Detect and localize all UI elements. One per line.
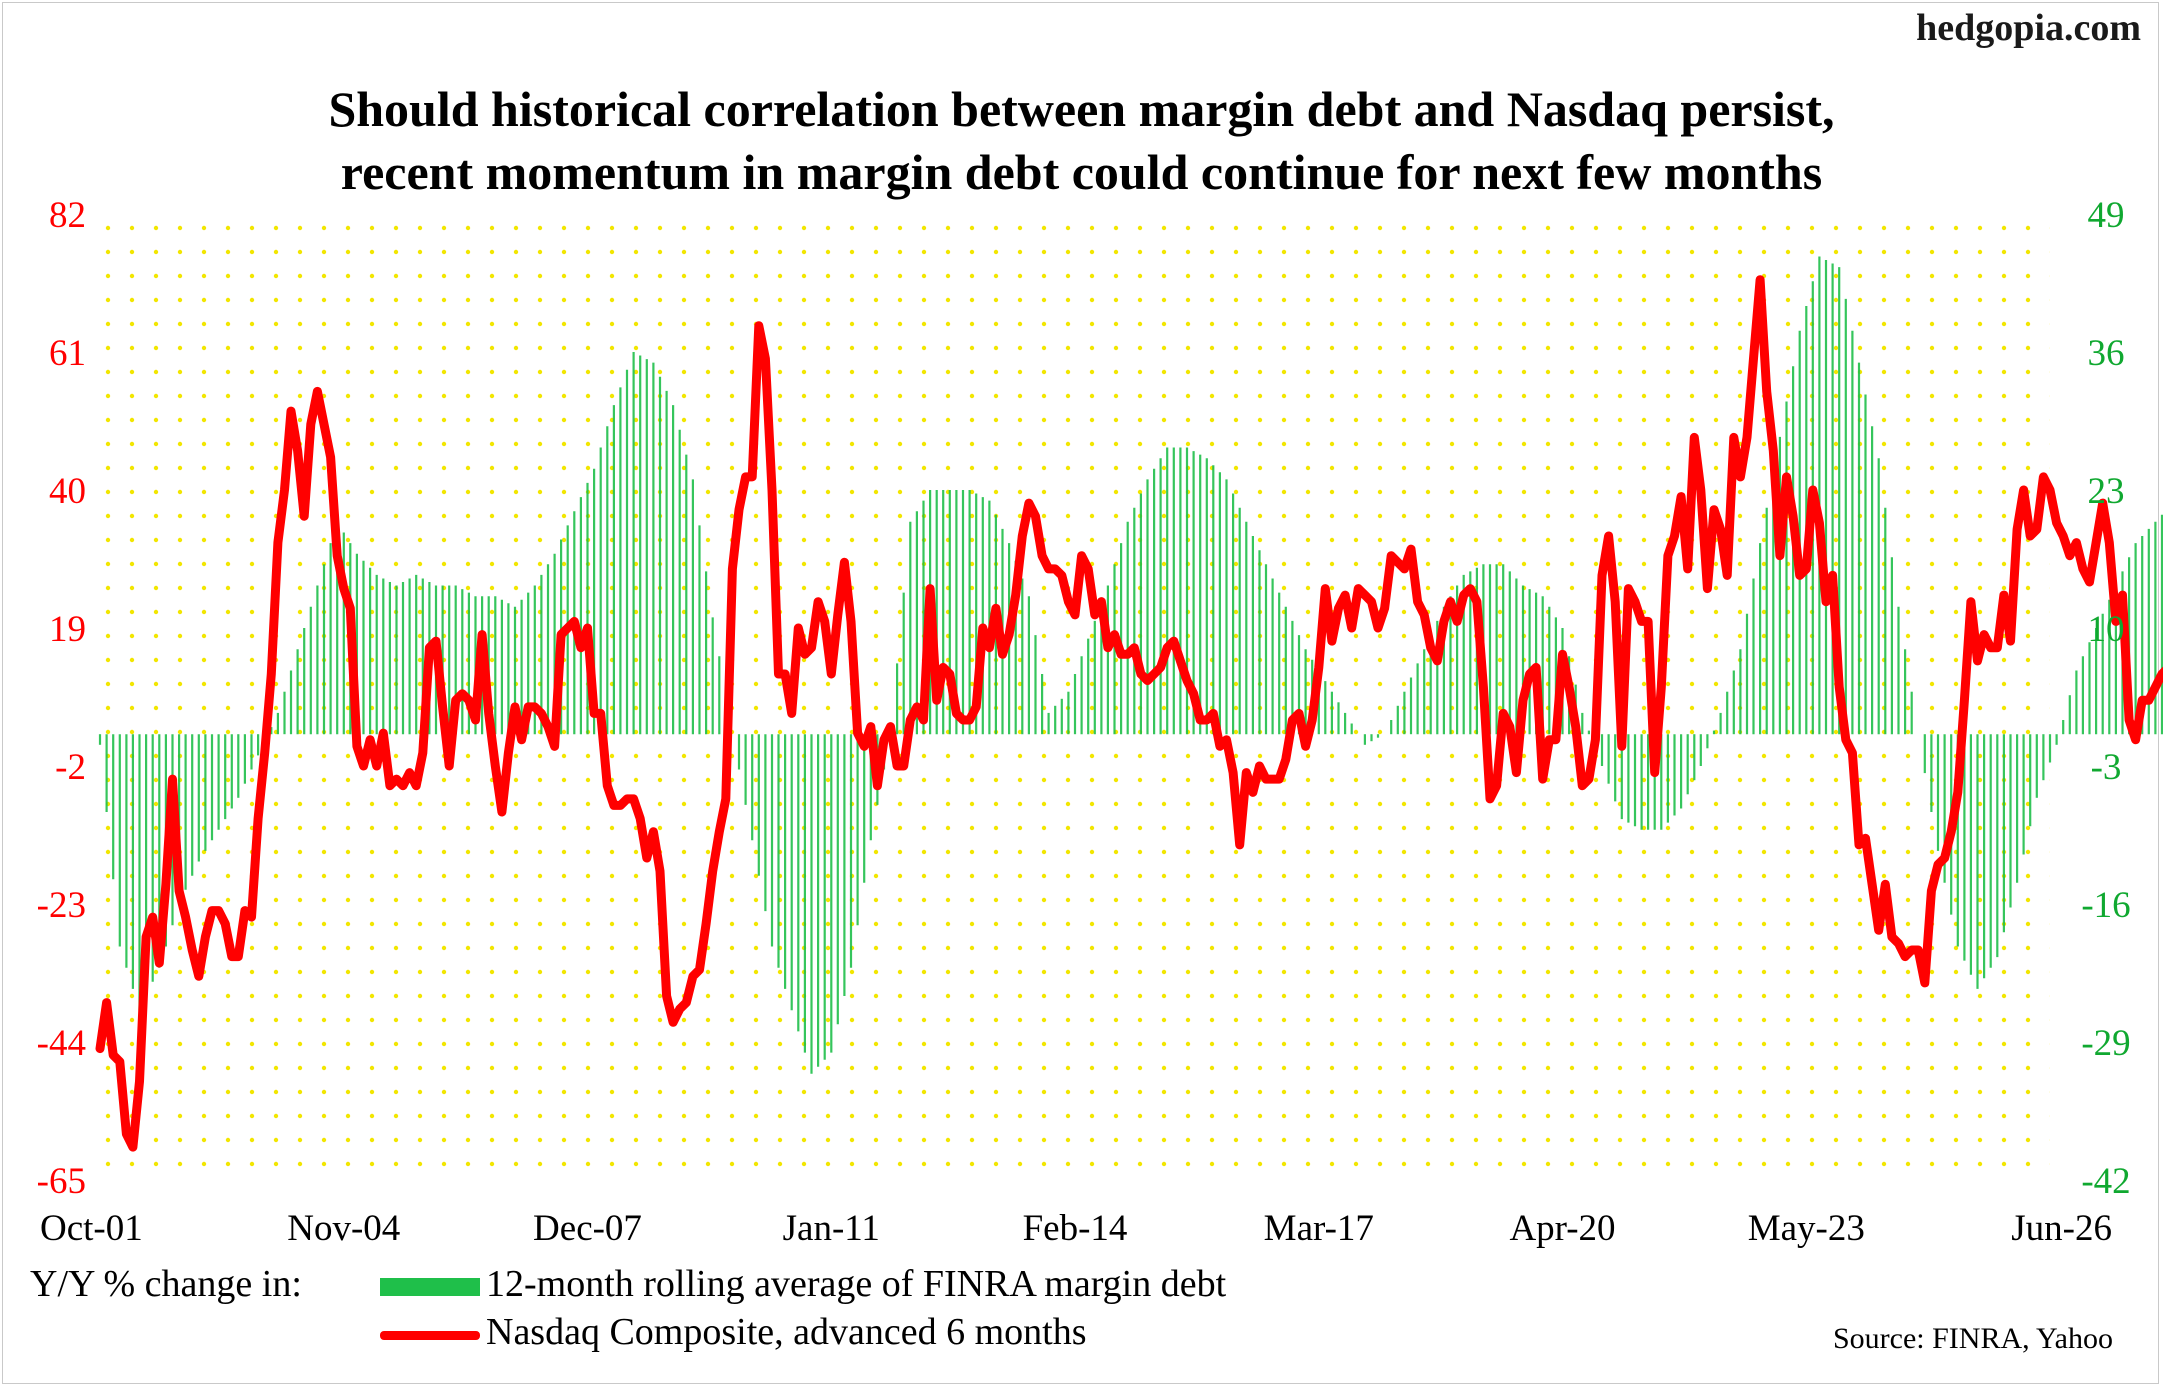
chart-title: Should historical correlation between ma… [0, 78, 2163, 204]
right-tick-label: 36 [2088, 333, 2125, 374]
right-axis-ticks: 49 36 23 10 -3 -16 -29 -42 [2081, 195, 2130, 1202]
right-tick-label: -29 [2081, 1023, 2130, 1064]
left-tick-label: -2 [55, 747, 86, 788]
source-note: Source: FINRA, Yahoo [1832, 1322, 2113, 1355]
x-tick-label: Feb-14 [1023, 1208, 1128, 1249]
legend-nasdaq-swatch [380, 1330, 480, 1340]
legend-margin-debt: 12-month rolling average of FINRA margin… [380, 1262, 1226, 1306]
title-line-1: Should historical correlation between ma… [328, 81, 1835, 137]
x-tick-label: Dec-07 [533, 1208, 642, 1249]
left-tick-label: -65 [37, 1161, 86, 1202]
left-tick-label: 82 [49, 195, 86, 236]
right-tick-label: 49 [2088, 195, 2125, 236]
title-line-2: recent momentum in margin debt could con… [340, 144, 1823, 200]
legend-margin-swatch [380, 1278, 480, 1297]
x-tick-label: Oct-01 [40, 1208, 143, 1249]
right-tick-label: 23 [2088, 471, 2125, 512]
legend-nasdaq: Nasdaq Composite, advanced 6 months [380, 1310, 1087, 1354]
legend-margin-label: 12-month rolling average of FINRA margin… [486, 1263, 1227, 1305]
right-tick-label: -42 [2081, 1161, 2130, 1202]
right-tick-label: -3 [2091, 747, 2122, 788]
left-tick-label: 61 [49, 333, 86, 374]
x-tick-label: Mar-17 [1264, 1208, 1374, 1249]
legend-nasdaq-label: Nasdaq Composite, advanced 6 months [486, 1311, 1087, 1353]
right-tick-label: -16 [2081, 885, 2130, 926]
site-watermark: hedgopia.com [1916, 7, 2141, 49]
left-axis-ticks: 82 61 40 19 -2 -23 -44 -65 [37, 195, 86, 1202]
left-tick-label: -44 [37, 1023, 86, 1064]
left-tick-label: 40 [49, 471, 86, 512]
x-tick-label: Jun-26 [2011, 1208, 2112, 1249]
left-tick-label: 19 [49, 609, 86, 650]
x-tick-label: Apr-20 [1509, 1208, 1615, 1249]
right-tick-label: 10 [2088, 609, 2125, 650]
x-axis-ticks: Oct-01 Nov-04 Dec-07 Jan-11 Feb-14 Mar-17 Apr-… [40, 1208, 2112, 1249]
x-tick-label: Nov-04 [287, 1208, 400, 1249]
nasdaq-line [95, 275, 2163, 1152]
x-tick-label: May-23 [1748, 1208, 1865, 1249]
legend-lead-text: Y/Y % change in: [30, 1263, 302, 1305]
left-tick-label: -23 [37, 885, 86, 926]
x-tick-label: Jan-11 [783, 1208, 880, 1249]
